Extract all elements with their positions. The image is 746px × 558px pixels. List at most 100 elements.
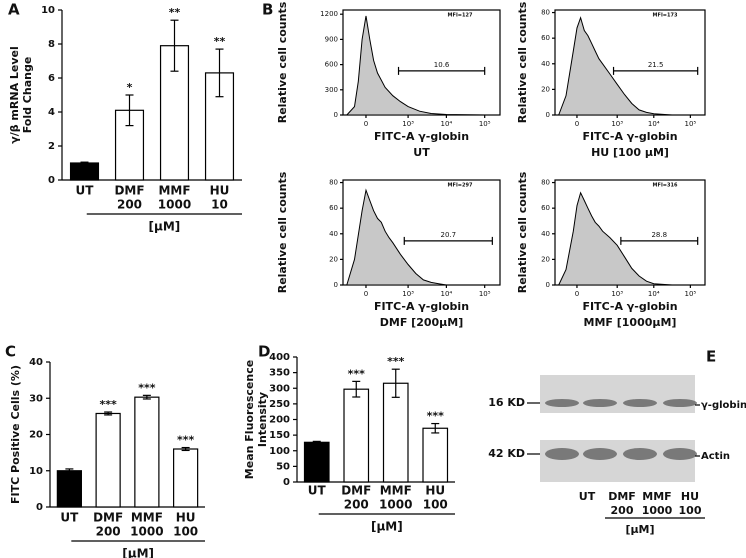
mfi-label: MFI=173 (653, 13, 678, 19)
lane-dose: 1000 (642, 504, 673, 517)
panel-label: B (262, 1, 273, 19)
x-tick-label: 10³ (611, 120, 623, 128)
y-tick-label: 8 (48, 39, 55, 50)
x-tick-label: HU (210, 184, 230, 198)
x-tick-label: 10⁴ (441, 120, 453, 128)
gate (620, 236, 699, 245)
blot-band (583, 399, 617, 407)
y-tick-label: 80 (329, 179, 338, 187)
y-axis-label: Relative cell counts (516, 1, 529, 123)
y-tick-label: 350 (269, 368, 290, 379)
error-bar (391, 368, 400, 398)
y-axis-label: Intensity (256, 392, 269, 447)
significance: ** (169, 6, 181, 19)
protein-label: Actin (701, 451, 730, 462)
y-tick-label: 20 (541, 85, 550, 93)
histogram-area (557, 191, 673, 286)
blot-band (545, 399, 579, 407)
y-tick-label: 2 (48, 141, 55, 152)
y-tick-label: 50 (276, 461, 290, 472)
x-tick-label: 0 (364, 120, 368, 128)
significance: *** (177, 434, 195, 447)
x-axis-label: FITC-A γ-globin (582, 300, 677, 313)
error-bar (142, 394, 151, 400)
x-tick-label: 0 (575, 290, 579, 298)
y-axis-label: γ/β mRNA Level (8, 46, 21, 144)
error-bar (65, 468, 74, 474)
x-tick-sublabel: 1000 (130, 525, 163, 539)
y-axis-label: Mean Fluorescence (243, 360, 256, 479)
significance: *** (387, 355, 405, 368)
y-tick-label: 0 (48, 175, 55, 186)
x-tick-label: UT (76, 184, 95, 198)
significance: *** (99, 398, 117, 411)
blot-band (545, 448, 579, 460)
protein-label: γ-globin (701, 400, 746, 411)
y-tick-label: 4 (48, 107, 55, 118)
blot-band (623, 399, 657, 407)
y-tick-label: 10 (41, 5, 55, 16)
significance: *** (138, 381, 156, 394)
y-tick-label: 0 (546, 111, 550, 119)
x-axis-label: FITC-A γ-globin (374, 130, 469, 143)
gate (397, 66, 486, 75)
significance: *** (427, 410, 445, 423)
x-tick-sublabel: 200 (344, 498, 369, 512)
x-tick-label: DMF (341, 484, 371, 498)
significance: ** (214, 35, 226, 48)
x-tick-sublabel: 100 (173, 525, 198, 539)
y-tick-label: 80 (541, 179, 550, 187)
x-axis-label: FITC-A γ-globin (582, 130, 677, 143)
x-tick-sublabel: 10 (211, 198, 228, 212)
blot-strip (540, 440, 695, 482)
lane-label: HU (681, 490, 699, 503)
x-tick-label: 10⁵ (685, 120, 697, 128)
lane-label: UT (579, 490, 596, 503)
significance: *** (348, 367, 366, 380)
error-bar (125, 94, 134, 127)
x-tick-sublabel: 1000 (158, 198, 191, 212)
mfi-label: MFI=316 (653, 183, 678, 189)
mfi-label: MFI=297 (448, 183, 473, 189)
x-tick-label: 10³ (402, 120, 414, 128)
panel-label: D (258, 343, 270, 361)
x-tick-label: 10⁴ (648, 290, 660, 298)
y-tick-label: 20 (329, 255, 338, 263)
y-tick-label: 0 (546, 281, 550, 289)
y-tick-label: 6 (48, 73, 55, 84)
x-tick-label: MMF (131, 511, 163, 525)
bar (382, 382, 409, 483)
lane-dose: 100 (679, 504, 702, 517)
error-bar (431, 422, 440, 434)
y-axis-label: Relative cell counts (276, 1, 289, 123)
y-tick-label: 20 (541, 255, 550, 263)
y-tick-label: 100 (269, 446, 290, 457)
x-tick-label: MMF (380, 484, 412, 498)
gate (403, 236, 493, 245)
unit-label: [μM] (122, 547, 154, 558)
panel-subtitle: MMF [1000μM] (584, 316, 677, 329)
histogram-area (345, 15, 485, 116)
y-tick-label: 600 (325, 61, 338, 69)
x-tick-sublabel: 1000 (379, 498, 412, 512)
x-tick-label: HU (425, 484, 445, 498)
gate-value: 10.6 (434, 61, 450, 69)
blot-band (623, 448, 657, 460)
gate-value: 28.8 (651, 231, 667, 239)
bar (134, 396, 160, 508)
y-axis-label: Relative cell counts (516, 171, 529, 293)
significance: * (127, 81, 133, 94)
x-tick-label: HU (176, 511, 196, 525)
panel-label: C (5, 343, 16, 361)
x-tick-label: 0 (364, 290, 368, 298)
x-tick-label: UT (308, 484, 327, 498)
y-tick-label: 250 (269, 399, 290, 410)
bar (95, 412, 121, 508)
panel-label: A (8, 1, 20, 19)
y-tick-label: 40 (541, 230, 550, 238)
y-tick-label: 20 (29, 430, 43, 441)
y-tick-label: 0 (334, 111, 338, 119)
y-tick-label: 40 (329, 230, 338, 238)
x-tick-label: UT (60, 511, 79, 525)
error-bar (80, 161, 89, 165)
